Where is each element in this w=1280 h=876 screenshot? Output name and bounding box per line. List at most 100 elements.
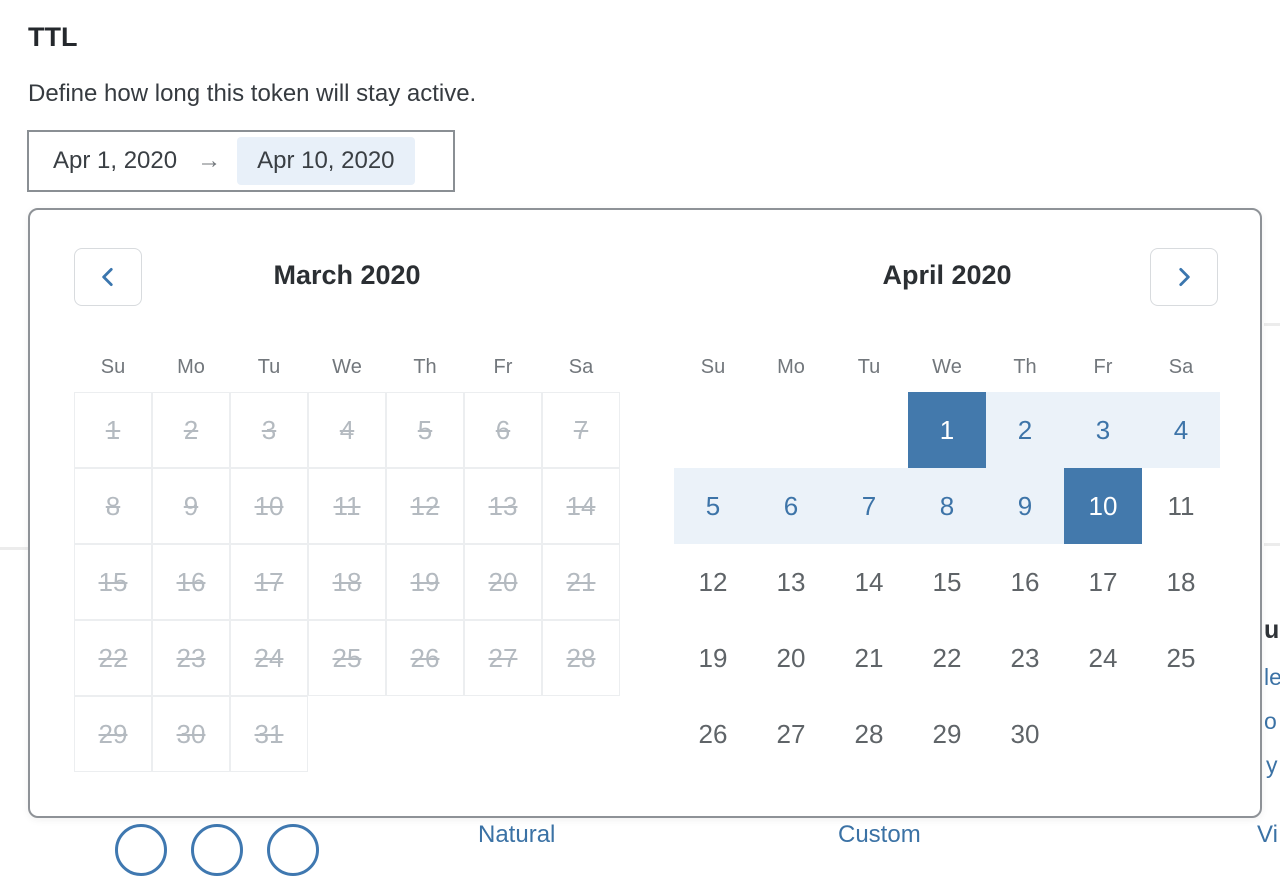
weekday-label: Th — [1013, 355, 1037, 378]
day-cell: 7 — [542, 392, 620, 468]
day-cell[interactable]: 20 — [776, 642, 806, 673]
background-circle-icon — [267, 824, 319, 876]
day-cell: 19 — [386, 544, 464, 620]
day-cell[interactable]: 28 — [854, 718, 884, 749]
day-cell[interactable]: 29 — [932, 718, 962, 749]
background-divider-left — [0, 547, 28, 550]
day-cell[interactable]: 21 — [854, 642, 884, 673]
day-cell-empty — [308, 696, 386, 772]
day-cell[interactable]: 16 — [1010, 566, 1040, 597]
day-cell: 5 — [386, 392, 464, 468]
day-cell: 14 — [542, 468, 620, 544]
day-cell: 10 — [230, 468, 308, 544]
day-cell-in-range[interactable]: 6 — [752, 468, 830, 544]
day-cell[interactable]: 23 — [1010, 642, 1040, 673]
weekday-header-row: Su Mo Tu We Th Fr Sa — [674, 350, 1220, 384]
day-cell[interactable]: 13 — [776, 566, 806, 597]
day-cell-in-range[interactable]: 8 — [908, 468, 986, 544]
day-cell[interactable]: 15 — [932, 566, 962, 597]
weekday-header-row: Su Mo Tu We Th Fr Sa — [74, 350, 620, 384]
weekday-label: Sa — [1168, 355, 1194, 378]
page-title: TTL — [28, 22, 78, 52]
day-cell-empty — [386, 696, 464, 772]
day-cell: 9 — [152, 468, 230, 544]
day-cell: 12 — [386, 468, 464, 544]
day-cell[interactable]: 24 — [1088, 642, 1118, 673]
day-cell: 29 — [74, 696, 152, 772]
day-cell: 8 — [74, 468, 152, 544]
day-cell: 1 — [74, 392, 152, 468]
day-cell-empty — [1064, 696, 1142, 772]
month-title-april: April 2020 — [882, 260, 1012, 290]
day-cell-in-range[interactable]: 2 — [986, 392, 1064, 468]
background-link-fragment: y — [1266, 752, 1278, 778]
weekday-label: Tu — [257, 355, 281, 378]
day-cell[interactable]: 27 — [776, 718, 806, 749]
day-cell: 16 — [152, 544, 230, 620]
day-cell-empty — [752, 392, 830, 468]
day-cell: 27 — [464, 620, 542, 696]
day-cell[interactable]: 14 — [854, 566, 884, 597]
month-grid-april: Su Mo Tu We Th Fr Sa 1 2 3 4 5 6 7 8 9 10 11 12 13 14 15 16 17… — [674, 350, 1220, 772]
day-cell: 25 — [308, 620, 386, 696]
day-cell-empty — [1142, 696, 1220, 772]
day-cell-in-range[interactable]: 7 — [830, 468, 908, 544]
day-cell[interactable]: 17 — [1088, 566, 1118, 597]
day-cell[interactable]: 26 — [698, 718, 728, 749]
month-title-march: March 2020 — [273, 260, 421, 290]
weekday-label: Tu — [857, 355, 881, 378]
weekday-label: Th — [413, 355, 437, 378]
day-cell: 31 — [230, 696, 308, 772]
background-link-fragment: Custom — [838, 821, 921, 848]
day-cell: 21 — [542, 544, 620, 620]
day-cell[interactable]: 18 — [1166, 566, 1196, 597]
day-cell-in-range[interactable]: 4 — [1142, 392, 1220, 468]
chevron-left-icon — [95, 264, 121, 290]
previous-month-button[interactable] — [74, 248, 142, 306]
day-cell[interactable]: 25 — [1166, 642, 1196, 673]
weekday-label: Fr — [1093, 355, 1113, 378]
day-cell-selected[interactable]: 1 — [908, 392, 986, 468]
day-cell: 22 — [74, 620, 152, 696]
day-cell: 6 — [464, 392, 542, 468]
day-cell-empty — [464, 696, 542, 772]
day-cell-empty — [674, 392, 752, 468]
day-cell: 11 — [308, 468, 386, 544]
background-divider-right-mid — [1264, 543, 1280, 546]
start-date-value[interactable]: Apr 1, 2020 — [53, 147, 178, 174]
day-cell[interactable]: 19 — [698, 642, 728, 673]
background-divider-right-top — [1264, 323, 1280, 326]
weekday-label: Su — [700, 355, 726, 378]
weekday-label: Su — [100, 355, 126, 378]
day-cell-in-range[interactable]: 3 — [1064, 392, 1142, 468]
day-cell[interactable]: 22 — [932, 642, 962, 673]
day-cell-in-range[interactable]: 5 — [674, 468, 752, 544]
weekday-label: Mo — [777, 355, 805, 378]
day-cell: 15 — [74, 544, 152, 620]
end-date-value[interactable]: Apr 10, 2020 — [237, 137, 415, 185]
day-cell: 2 — [152, 392, 230, 468]
background-circle-icon — [191, 824, 243, 876]
day-cell[interactable]: 11 — [1167, 490, 1195, 521]
next-month-button[interactable] — [1150, 248, 1218, 306]
day-cell: 17 — [230, 544, 308, 620]
month-grid-march: Su Mo Tu We Th Fr Sa 1 2 3 4 5 6 7 8 9 10 11 12 13 14 15 16 17… — [74, 350, 620, 772]
day-cell: 13 — [464, 468, 542, 544]
day-cell-selected[interactable]: 10 — [1064, 468, 1142, 544]
day-cell: 3 — [230, 392, 308, 468]
day-grid: 1 2 3 4 5 6 7 8 9 10 11 12 13 14 15 16 17 18 19 20 21 22 23 24 2… — [74, 392, 620, 772]
weekday-label: Mo — [177, 355, 205, 378]
weekday-label: Sa — [568, 355, 594, 378]
day-cell: 28 — [542, 620, 620, 696]
date-range-input[interactable]: Apr 1, 2020 → Apr 10, 2020 — [27, 130, 455, 192]
arrow-right-icon: → — [197, 147, 222, 174]
day-cell-in-range[interactable]: 9 — [986, 468, 1064, 544]
background-text-fragment: u — [1264, 616, 1280, 644]
day-cell[interactable]: 12 — [698, 566, 728, 597]
weekday-label: Fr — [493, 355, 513, 378]
day-cell[interactable]: 30 — [1010, 718, 1040, 749]
day-cell: 20 — [464, 544, 542, 620]
chevron-right-icon — [1171, 264, 1197, 290]
page-description: Define how long this token will stay act… — [28, 80, 477, 107]
